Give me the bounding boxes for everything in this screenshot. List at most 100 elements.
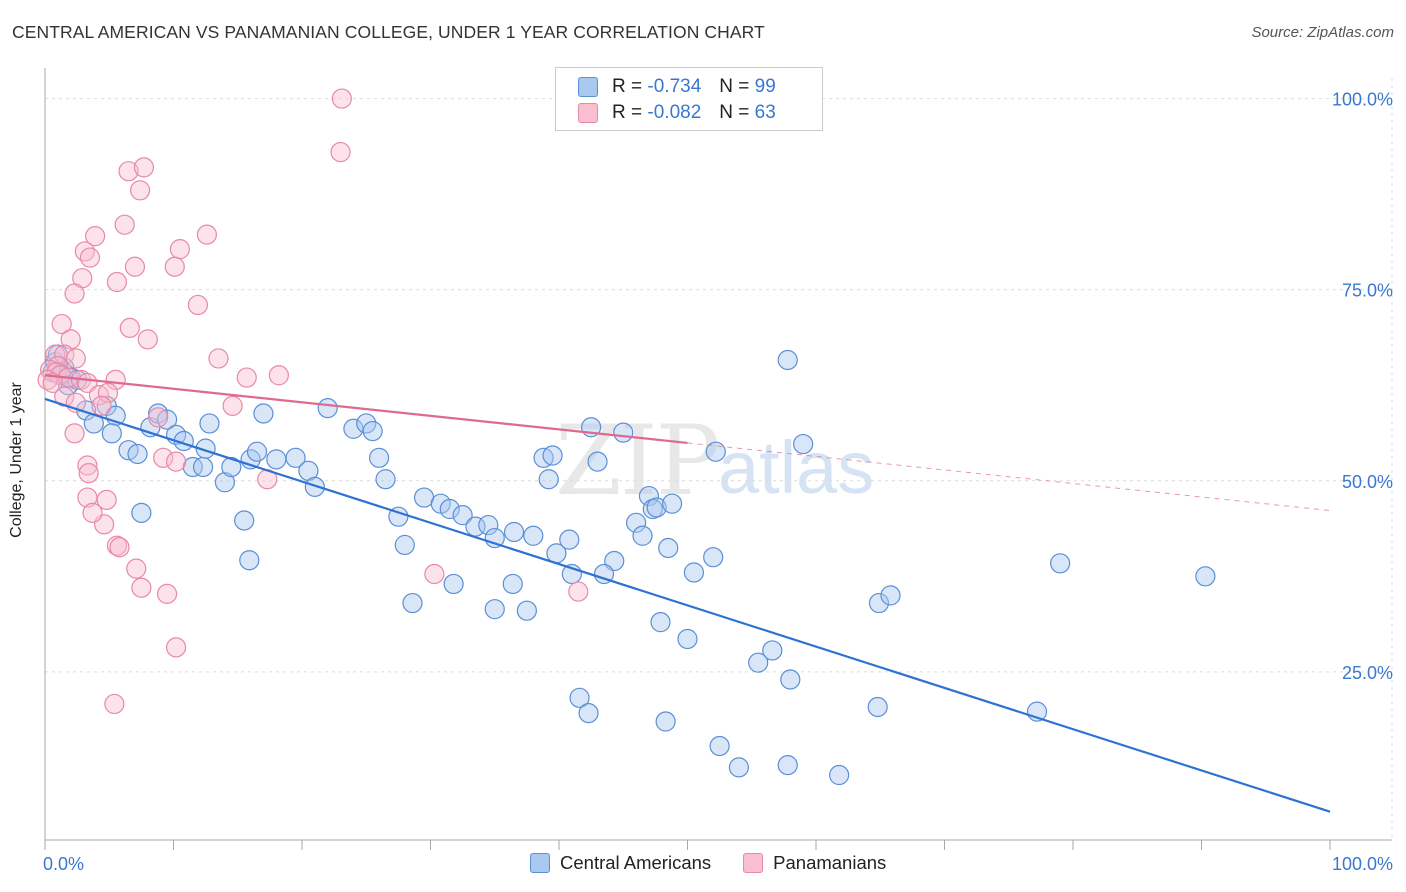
data-point-panamanian	[118, 161, 139, 182]
data-point-central-american	[625, 512, 647, 533]
data-point-central-american	[369, 447, 390, 468]
series-legend: Central Americans Panamanians	[530, 852, 918, 874]
data-point-panamanian	[568, 581, 589, 602]
data-point-central-american	[569, 687, 590, 708]
data-point-panamanian	[147, 407, 169, 428]
y-tick-label: 100.0%	[1332, 90, 1393, 110]
data-point-central-american	[638, 485, 660, 507]
data-point-panamanian	[54, 344, 75, 365]
data-point-central-american	[593, 563, 615, 585]
data-point-central-american	[868, 592, 890, 614]
data-point-central-american	[516, 600, 537, 621]
y-tick-label: 75.0%	[1342, 281, 1393, 301]
data-point-central-american	[705, 441, 726, 462]
data-point-central-american	[502, 573, 523, 595]
legend-r-value: -0.082	[647, 102, 702, 123]
data-point-panamanian	[79, 247, 101, 268]
data-point-central-american	[199, 413, 220, 434]
data-point-central-american	[762, 640, 783, 661]
data-point-panamanian	[64, 283, 85, 304]
data-point-central-american	[127, 443, 148, 465]
data-point-central-american	[131, 502, 152, 523]
data-point-panamanian	[106, 271, 128, 293]
data-point-panamanian	[77, 455, 98, 476]
data-point-central-american	[523, 525, 544, 546]
data-point-central-american	[613, 422, 634, 443]
data-point-central-american	[362, 420, 383, 442]
data-point-panamanian	[236, 367, 257, 388]
data-point-central-american	[703, 547, 724, 568]
data-point-central-american	[478, 514, 499, 536]
data-point-panamanian	[105, 369, 126, 390]
data-point-central-american	[402, 592, 423, 614]
data-point-central-american	[777, 349, 798, 371]
data-point-central-american	[285, 447, 306, 468]
data-point-panamanian	[196, 224, 218, 245]
legend-n-value: 63	[754, 102, 776, 123]
data-point-panamanian	[126, 558, 147, 579]
data-point-panamanian	[165, 451, 187, 472]
data-point-panamanian	[97, 382, 119, 403]
legend-swatch-blue	[578, 77, 598, 97]
data-point-panamanian	[156, 583, 178, 604]
data-point-central-american	[658, 537, 679, 559]
legend-item-central-americans[interactable]: Central Americans	[530, 852, 711, 874]
data-point-central-american	[538, 469, 559, 490]
data-point-central-american	[829, 764, 850, 786]
data-point-panamanian	[104, 693, 125, 715]
data-point-central-american	[452, 505, 473, 526]
data-point-central-american	[728, 757, 750, 778]
data-point-panamanian	[85, 226, 106, 247]
data-point-central-american	[214, 472, 235, 493]
data-point-central-american	[709, 735, 730, 757]
data-point-central-american	[661, 493, 683, 514]
correlation-legend: R = -0.734 N = 99 R = -0.082 N = 63	[555, 67, 823, 131]
data-point-central-american	[632, 525, 653, 546]
data-point-panamanian	[169, 239, 191, 260]
data-point-panamanian	[131, 577, 152, 598]
data-point-panamanian	[133, 157, 155, 178]
data-point-panamanian	[51, 313, 72, 335]
data-point-central-american	[266, 449, 287, 470]
trend-line-panamanians-extension	[687, 442, 1331, 512]
data-point-panamanian	[164, 256, 185, 277]
data-point-panamanian	[424, 563, 445, 585]
trend-line-panamanians	[44, 374, 688, 445]
data-point-central-american	[793, 433, 814, 455]
data-point-central-american	[221, 456, 242, 478]
data-point-central-american	[394, 534, 415, 556]
data-point-panamanian	[91, 395, 112, 416]
data-point-panamanian	[119, 317, 140, 338]
data-point-panamanian	[78, 463, 99, 484]
legend-label: Panamanians	[773, 852, 887, 873]
data-point-central-american	[253, 403, 274, 424]
data-point-central-american	[246, 441, 268, 462]
y-tick-label: 25.0%	[1342, 663, 1393, 683]
legend-n-label: N =	[719, 102, 750, 123]
data-point-central-american	[646, 497, 667, 518]
data-point-central-american	[1195, 566, 1216, 587]
legend-row-central-americans: R = -0.734 N = 99	[578, 75, 776, 99]
data-point-panamanian	[64, 423, 85, 444]
data-point-panamanian	[137, 329, 158, 350]
data-point-panamanian	[124, 256, 146, 277]
trend-line-central-americans	[44, 397, 1331, 813]
data-point-panamanian	[330, 141, 351, 163]
data-point-panamanian	[165, 637, 187, 658]
watermark-atlas: atlas	[718, 426, 875, 509]
data-point-central-american	[192, 456, 214, 478]
legend-r-label: R =	[612, 102, 643, 123]
data-point-central-american	[234, 510, 255, 531]
data-point-panamanian	[109, 537, 130, 558]
legend-swatch-pink	[578, 103, 598, 123]
legend-swatch-blue	[530, 853, 550, 873]
data-point-central-american	[239, 550, 260, 571]
legend-item-panamanians[interactable]: Panamanians	[743, 852, 886, 874]
data-point-central-american	[559, 529, 580, 550]
legend-swatch-pink	[743, 853, 764, 873]
data-point-central-american	[484, 599, 505, 620]
data-point-panamanian	[222, 395, 243, 416]
data-point-central-american	[76, 400, 97, 421]
data-point-panamanian	[114, 214, 135, 235]
